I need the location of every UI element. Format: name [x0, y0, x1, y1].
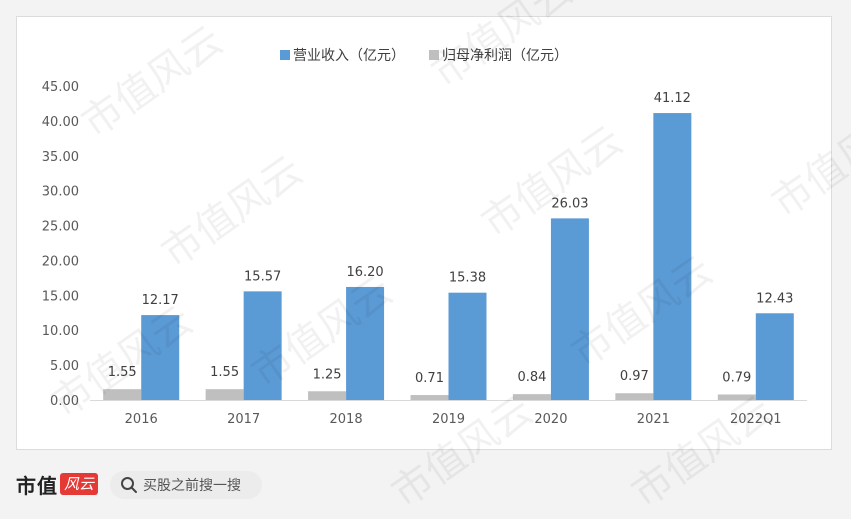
bar-revenue	[653, 113, 692, 400]
legend-swatch	[280, 50, 290, 60]
legend-label: 归母净利润（亿元）	[442, 47, 568, 64]
search-box[interactable]: 买股之前搜一搜	[110, 471, 262, 499]
y-tick-label: 10.00	[42, 324, 79, 339]
y-tick-label: 45.00	[42, 80, 79, 95]
data-label-net-profit: 0.79	[722, 370, 751, 385]
bar-net-profit	[103, 389, 142, 400]
y-tick-label: 0.00	[50, 394, 79, 409]
bar-net-profit	[308, 391, 347, 400]
y-tick-label: 5.00	[50, 359, 79, 374]
y-tick-label: 30.00	[42, 185, 79, 200]
bar-revenue	[243, 291, 282, 400]
brand[interactable]: 市值 风云	[16, 471, 99, 498]
data-label-net-profit: 0.71	[415, 371, 444, 386]
data-label-net-profit: 1.55	[210, 365, 239, 380]
bar-revenue	[141, 315, 180, 400]
x-tick-label: 2016	[125, 412, 158, 427]
x-tick-label: 2017	[227, 412, 260, 427]
footer: 市值 风云 买股之前搜一搜	[0, 460, 851, 513]
x-tick-label: 2019	[432, 412, 465, 427]
data-label-revenue: 15.57	[244, 269, 281, 284]
legend-label: 营业收入（亿元）	[293, 48, 405, 64]
data-label-revenue: 16.20	[346, 265, 383, 280]
data-label-net-profit: 1.25	[313, 367, 342, 382]
bar-chart: 0.00 5.00 10.00 15.00 20.00 25.00 30.00 35.00 40…	[42, 47, 807, 427]
search-placeholder: 买股之前搜一搜	[143, 478, 241, 494]
bar-revenue	[755, 313, 794, 400]
bar-net-profit	[717, 394, 756, 400]
y-tick-label: 35.00	[42, 150, 79, 165]
search-icon	[121, 477, 137, 493]
x-tick-label: 2020	[534, 412, 567, 427]
data-label-revenue: 41.12	[654, 91, 691, 106]
y-tick-label: 25.00	[42, 220, 79, 235]
brand-name: 市值	[16, 473, 58, 498]
data-label-revenue: 26.03	[551, 196, 588, 211]
legend-swatch	[429, 50, 439, 60]
bar-net-profit	[615, 393, 654, 400]
y-tick-label: 40.00	[42, 115, 79, 130]
data-label-net-profit: 0.97	[620, 369, 649, 384]
x-tick-label: 2021	[637, 412, 670, 427]
data-label-net-profit: 1.55	[108, 365, 137, 380]
bar-net-profit	[205, 389, 244, 400]
bar-revenue	[448, 292, 487, 400]
y-tick-label: 20.00	[42, 254, 79, 269]
brand-logo: 风云	[60, 473, 99, 495]
data-label-revenue: 12.43	[756, 291, 793, 306]
x-tick-label: 2018	[330, 412, 363, 427]
bar-net-profit	[410, 395, 449, 400]
data-label-revenue: 15.38	[449, 271, 486, 286]
bar-revenue	[550, 218, 589, 400]
data-label-revenue: 12.17	[142, 293, 179, 308]
chart-card: 0.00 5.00 10.00 15.00 20.00 25.00 30.00 35.00 40…	[16, 16, 832, 450]
x-tick-label: 2022Q1	[730, 412, 782, 427]
bar-net-profit	[512, 394, 551, 400]
bar-revenue	[346, 286, 385, 400]
data-label-net-profit: 0.84	[517, 370, 546, 385]
y-tick-label: 15.00	[42, 289, 79, 304]
